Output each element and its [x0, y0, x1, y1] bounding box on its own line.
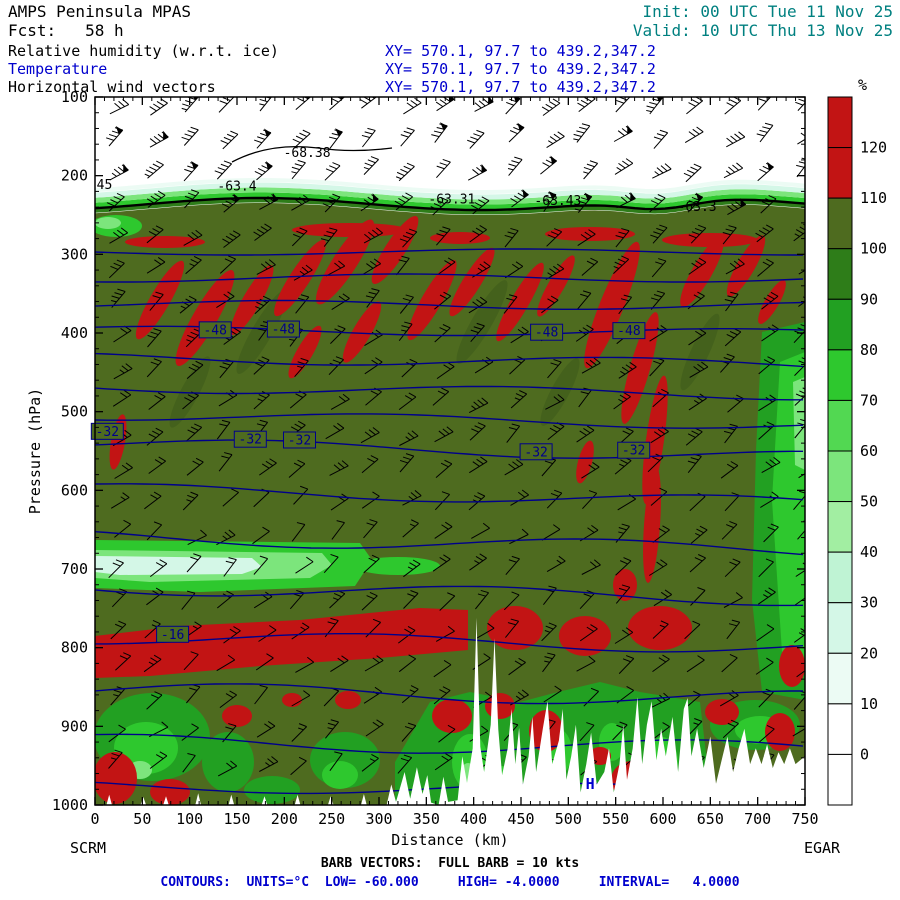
contour-annotation: -63.43	[534, 194, 581, 209]
xy-range-wind: XY= 570.1, 97.7 to 439.2,347.2	[385, 78, 656, 96]
colorbar-segment	[827, 399, 853, 452]
temperature-contour-label: -48	[535, 326, 558, 341]
colorbar-tick-label: 10	[860, 695, 878, 713]
temperature-contour-label: -32	[524, 445, 547, 460]
y-tick-label: 900	[61, 717, 88, 735]
xy-range-humidity: XY= 570.1, 97.7 to 439.2,347.2	[385, 42, 656, 60]
y-tick-label: 300	[61, 245, 88, 263]
x-tick-label: 500	[555, 810, 582, 828]
field-label-temperature: Temperature	[8, 60, 108, 78]
axes-layer: 0 50 100 150 200 250 300 350 400 450 500 550 600 650 7…	[26, 88, 841, 857]
colorbar-tick-label: 50	[860, 493, 878, 511]
wind-barbs-layer	[106, 97, 805, 777]
colorbar-units: %	[858, 76, 867, 94]
colorbar-segment	[827, 248, 853, 300]
init-time: Init: 00 UTC Tue 11 Nov 25	[642, 2, 893, 21]
contour-annotation: -63.3	[678, 200, 717, 215]
y-tick-label: 200	[61, 167, 88, 185]
left-station-label: SCRM	[70, 839, 106, 857]
colorbar-tick-label: 120	[860, 139, 887, 157]
x-tick-label: 0	[90, 810, 99, 828]
temperature-contour-label: -48	[272, 323, 295, 338]
colorbar-segment	[827, 652, 853, 705]
colorbar-tick-label: 60	[860, 442, 878, 460]
colorbar-segment	[827, 96, 853, 149]
colorbar-tick-label: 0	[860, 745, 869, 763]
colorbar-tick-label: 20	[860, 644, 878, 662]
colorbar-tick-label: 90	[860, 290, 878, 308]
contour-annotation: -63.31	[428, 192, 475, 207]
x-tick-label: 50	[133, 810, 151, 828]
y-tick-label: 1000	[52, 796, 88, 814]
right-station-label: EGAR	[804, 839, 841, 857]
y-tick-label: 800	[61, 639, 88, 657]
x-tick-label: 750	[791, 810, 818, 828]
x-tick-label: 150	[223, 810, 250, 828]
x-tick-label: 250	[318, 810, 345, 828]
colorbar-segment	[827, 147, 853, 199]
contour-labels-layer: -48 -48 -48 -48 -32 -32 -32 -32 -32 -16 45 -63.4 -68…	[90, 146, 717, 793]
contour-legend: CONTOURS: UNITS=°C LOW= -60.000 HIGH= -4…	[160, 875, 740, 890]
x-tick-label: 400	[460, 810, 487, 828]
colorbar-segment	[827, 197, 853, 250]
colorbar-tick-label: 80	[860, 341, 878, 359]
temperature-contour-label: -32	[239, 433, 262, 448]
colorbar-segment	[827, 501, 853, 553]
x-tick-label: 350	[413, 810, 440, 828]
colorbar-tick-label: 30	[860, 594, 878, 612]
colorbar-segment	[827, 298, 853, 351]
colorbar-segment	[827, 349, 853, 401]
colorbar-tick-label: 110	[860, 189, 887, 207]
contour-annotation: -68.38	[284, 146, 331, 161]
y-tick-label: 600	[61, 481, 88, 499]
x-tick-label: 650	[697, 810, 724, 828]
x-tick-label: 600	[649, 810, 676, 828]
field-label-humidity: Relative humidity (w.r.t. ice)	[8, 42, 279, 60]
temperature-contour-label: -32	[96, 425, 119, 440]
y-tick-label: 500	[61, 403, 88, 421]
x-axis-title: Distance (km)	[391, 831, 508, 849]
colorbar-segment	[827, 753, 853, 806]
x-tick-label: 550	[602, 810, 629, 828]
terrain-silhouette	[95, 617, 805, 805]
temperature-contour-label: -32	[288, 433, 311, 448]
colorbar-tick-label: 100	[860, 240, 887, 258]
model-title: AMPS Peninsula MPAS	[8, 2, 192, 21]
field-label-wind: Horizontal wind vectors	[8, 78, 216, 96]
xy-range-temperature: XY= 570.1, 97.7 to 439.2,347.2	[385, 60, 656, 78]
x-tick-label: 450	[507, 810, 534, 828]
valid-time: Valid: 10 UTC Thu 13 Nov 25	[632, 21, 893, 40]
temperature-contour-label: -32	[622, 444, 645, 459]
x-tick-label: 200	[271, 810, 298, 828]
temperature-contour-label: -16	[161, 628, 184, 643]
high-marker: H	[586, 775, 595, 793]
barb-legend: BARB VECTORS: FULL BARB = 10 kts	[320, 856, 580, 871]
colorbar-segment	[827, 703, 853, 755]
temperature-contour-label: -48	[617, 324, 640, 339]
x-tick-label: 100	[176, 810, 203, 828]
y-tick-label: 100	[61, 88, 88, 106]
colorbar-tick-label: 70	[860, 391, 878, 409]
x-tick-label: 700	[744, 810, 771, 828]
y-tick-label: 400	[61, 324, 88, 342]
colorbar-segment	[827, 602, 853, 654]
x-tick-label: 300	[365, 810, 392, 828]
contour-annotation: 45	[97, 178, 113, 193]
humidity-fill-layer	[95, 97, 805, 805]
colorbar-segment	[827, 551, 853, 604]
contour-annotation: -63.4	[217, 180, 256, 195]
temperature-contour-label: -48	[203, 323, 226, 338]
y-tick-label: 700	[61, 560, 88, 578]
forecast-hour: Fcst: 58 h	[8, 21, 124, 40]
colorbar-segment	[827, 450, 853, 503]
y-axis-title: Pressure (hPa)	[26, 388, 44, 514]
colorbar-tick-label: 40	[860, 543, 878, 561]
